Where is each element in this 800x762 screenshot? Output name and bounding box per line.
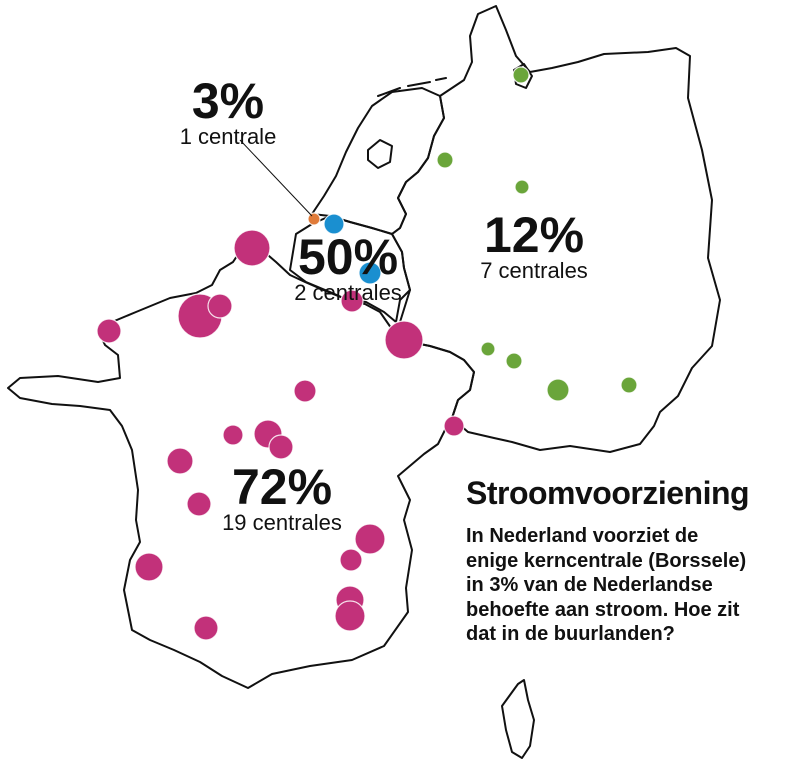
- netherlands-outline: [311, 87, 445, 235]
- plant-germany: [620, 376, 638, 394]
- plant-france: [186, 491, 212, 517]
- france-plants: [96, 229, 465, 641]
- plant-france: [193, 615, 219, 641]
- plant-germany: [480, 341, 496, 357]
- plant-france: [443, 415, 465, 437]
- plant-germany: [512, 66, 530, 84]
- plant-france: [384, 320, 424, 360]
- germany-percentage: 12%: [483, 207, 585, 263]
- plant-france: [340, 289, 364, 313]
- description-line: enige kerncentrale (Borssele): [466, 549, 747, 572]
- ijsselmeer-outline: [367, 139, 393, 169]
- plant-germany: [514, 179, 530, 195]
- germany-outline: [391, 5, 721, 453]
- netherlands-plants: [307, 212, 321, 226]
- belgium-plants: [323, 213, 382, 285]
- wadden-islands: [377, 77, 447, 97]
- corsica-outline: [501, 679, 535, 759]
- plant-germany: [436, 151, 454, 169]
- plant-france: [354, 523, 386, 555]
- plant-france: [268, 434, 294, 460]
- plant-germany: [505, 352, 523, 370]
- netherlands-percentage: 3%: [191, 73, 265, 129]
- description-line: dat in de buurlanden?: [466, 623, 675, 645]
- netherlands-plants-count: 1 centrale: [179, 124, 277, 149]
- borssele-leader-line: [239, 139, 313, 217]
- plant-france: [96, 318, 122, 344]
- label-belgium: 50% 2 centrales: [278, 232, 418, 304]
- plant-belgium: [323, 213, 345, 235]
- label-netherlands: 3% 1 centrale: [172, 76, 284, 148]
- infographic-description: In Nederland voorziet de enige kerncentr…: [466, 524, 800, 647]
- label-germany: 12% 7 centrales: [462, 210, 606, 282]
- plant-france: [166, 447, 194, 475]
- plant-france: [334, 600, 366, 632]
- france-percentage: 72%: [231, 459, 333, 515]
- germany-plants-count: 7 centrales: [480, 258, 588, 283]
- plant-france: [339, 548, 363, 572]
- description-line: behoefte aan stroom. Hoe zit: [466, 598, 740, 621]
- belgium-plants-count: 2 centrales: [294, 280, 402, 305]
- plant-germany: [546, 378, 570, 402]
- plant-france: [222, 424, 244, 446]
- germany-plants: [436, 66, 638, 402]
- description-line: In Nederland voorziet de: [466, 525, 699, 547]
- plant-france: [293, 379, 317, 403]
- plant-france: [134, 552, 164, 582]
- plant-france: [233, 229, 271, 267]
- belgium-percentage: 50%: [297, 229, 399, 285]
- plant-netherlands-borssele: [307, 212, 321, 226]
- plant-france: [207, 293, 233, 319]
- france-plants-count: 19 centrales: [222, 510, 342, 535]
- infographic-title: Stroomvoorziening: [466, 475, 750, 511]
- description-line: in 3% van de Nederlandse: [466, 574, 713, 596]
- plant-belgium: [358, 261, 382, 285]
- label-france: 72% 19 centrales: [206, 462, 358, 534]
